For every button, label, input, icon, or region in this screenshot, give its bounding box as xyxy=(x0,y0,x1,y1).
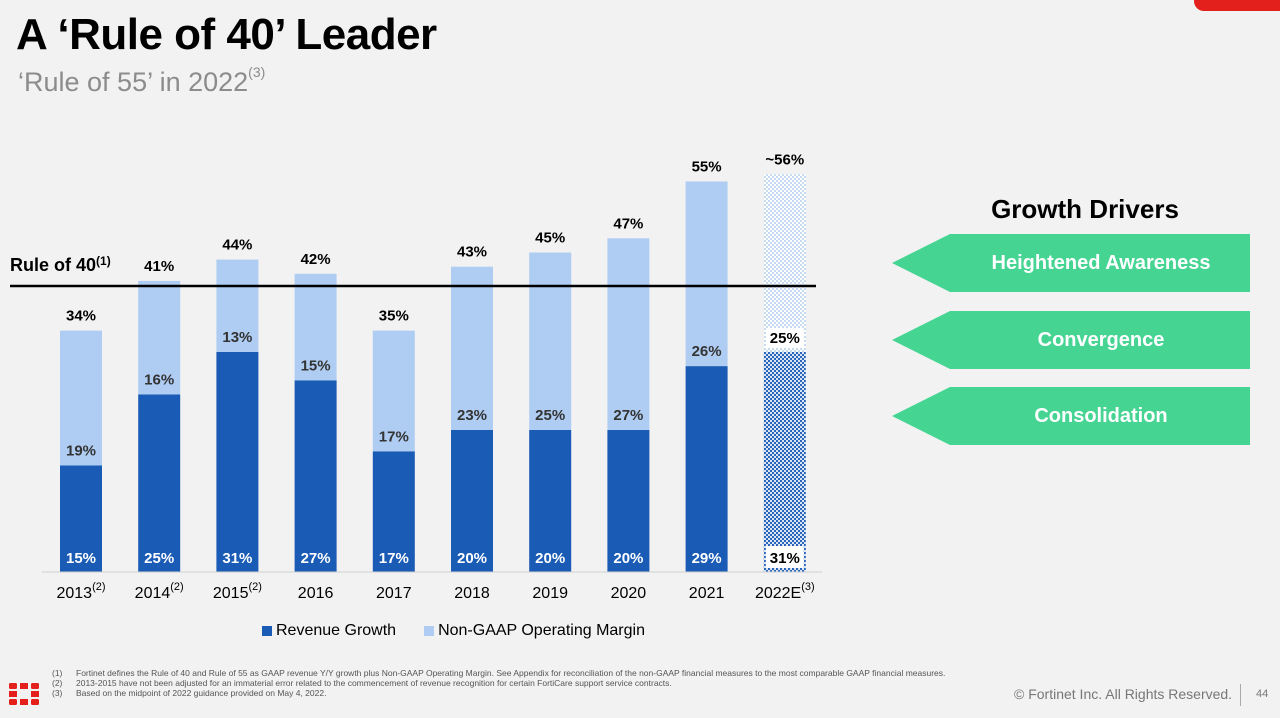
label-revenue-2015: 31% xyxy=(222,550,252,567)
label-revenue-2022E: 31% xyxy=(770,550,800,567)
label-total-2013: 34% xyxy=(66,308,96,325)
x-tick-2013: 2013(2) xyxy=(56,581,105,602)
label-revenue-2019: 20% xyxy=(535,550,565,567)
bar-margin-2018 xyxy=(451,266,493,430)
x-tick-2016: 2016 xyxy=(298,585,334,602)
label-revenue-2021: 29% xyxy=(692,550,722,567)
label-margin-2015: 13% xyxy=(222,329,252,346)
bar-revenue-2013 xyxy=(60,465,102,572)
label-revenue-2018: 20% xyxy=(457,550,487,567)
fortinet-logo-icon xyxy=(9,683,39,705)
x-tick-2021: 2021 xyxy=(689,585,725,602)
legend-label-margin: Non-GAAP Operating Margin xyxy=(438,622,645,639)
bar-revenue-2016 xyxy=(294,380,337,572)
bar-margin-2020 xyxy=(607,238,650,430)
label-margin-2014: 16% xyxy=(144,372,174,389)
label-revenue-2017: 17% xyxy=(379,550,409,567)
label-box-margin-2022E xyxy=(765,327,804,348)
label-total-2014: 41% xyxy=(144,258,174,275)
label-revenue-2014: 25% xyxy=(144,550,174,567)
brand-accent-tab xyxy=(1194,0,1280,11)
driver-label: Heightened Awareness xyxy=(991,251,1211,274)
bar-revenue-2018 xyxy=(451,430,493,572)
chart-legend: Revenue Growth Non-GAAP Operating Margin xyxy=(262,622,645,640)
label-margin-2021: 26% xyxy=(692,343,722,360)
bar-revenue-2017 xyxy=(372,451,415,572)
rule-of-40-note: (1) xyxy=(96,254,111,268)
x-tick-2017: 2017 xyxy=(376,585,412,602)
label-box-revenue-2022E xyxy=(765,546,804,568)
x-tick-note-2014: (2) xyxy=(170,581,183,593)
x-tick-note-2022E: (3) xyxy=(801,581,814,593)
legend-swatch-revenue xyxy=(262,626,272,636)
page-title: A ‘Rule of 40’ Leader xyxy=(16,10,437,59)
label-total-2021: 55% xyxy=(692,159,722,176)
footnote: (1) Fortinet defines the Rule of 40 and R… xyxy=(52,668,946,678)
copyright: © Fortinet Inc. All Rights Reserved. xyxy=(1014,686,1233,702)
bar-revenue-2015 xyxy=(216,351,259,572)
label-margin-2019: 25% xyxy=(535,407,565,424)
label-total-2022E: ~56% xyxy=(765,151,804,168)
legend-item-margin: Non-GAAP Operating Margin xyxy=(424,622,645,640)
label-group: 15% 19% 34% 2013(2) 25% 16% 41% 2014(2) 31% 13% 44… xyxy=(56,151,814,602)
label-total-2017: 35% xyxy=(379,308,409,325)
x-tick-2022E: 2022E(3) xyxy=(755,581,815,602)
bar-margin-2022E xyxy=(763,174,806,352)
footnote: (2) 2013-2015 have not been adjusted for … xyxy=(52,678,672,688)
bar-margin-2014 xyxy=(138,280,181,395)
footnote: (3) Based on the midpoint of 2022 guidanc… xyxy=(52,688,327,698)
label-total-2015: 44% xyxy=(222,237,252,254)
legend-swatch-margin xyxy=(424,626,435,636)
legend-item-revenue: Revenue Growth xyxy=(262,622,396,640)
x-tick-note-2013: (2) xyxy=(92,581,105,593)
x-tick-2020: 2020 xyxy=(611,585,647,602)
x-tick-2015: 2015(2) xyxy=(213,581,262,602)
label-margin-2017: 17% xyxy=(379,428,409,445)
driver-consolidation: Consolidation xyxy=(892,387,1250,445)
bar-revenue-2020 xyxy=(607,430,650,572)
label-revenue-2020: 20% xyxy=(613,550,643,567)
driver-convergence: Convergence xyxy=(892,311,1250,369)
bar-revenue-2021 xyxy=(685,366,728,572)
bar-margin-2013 xyxy=(60,330,102,466)
bar-margin-2016 xyxy=(294,273,337,381)
x-tick-2014: 2014(2) xyxy=(135,581,184,602)
growth-drivers-title: Growth Drivers xyxy=(991,194,1179,224)
bar-margin-2019 xyxy=(529,252,572,430)
footer-divider xyxy=(1240,684,1241,706)
label-total-2019: 45% xyxy=(535,230,565,247)
label-total-2018: 43% xyxy=(457,244,487,261)
bar-margin-2021 xyxy=(685,181,728,367)
label-revenue-2016: 27% xyxy=(301,550,331,567)
label-margin-2022E: 25% xyxy=(770,330,800,347)
legend-label-revenue: Revenue Growth xyxy=(276,622,397,639)
label-margin-2013: 19% xyxy=(66,443,96,460)
rule-of-40-chart: Rule of 40(1) 15% 19% 34% 2013(2) 25% 16% 41% 2… xyxy=(10,151,822,602)
page-subtitle: ‘Rule of 55’ in 2022(3) xyxy=(18,64,265,98)
label-revenue-2013: 15% xyxy=(66,550,96,567)
bar-revenue-2022E xyxy=(763,351,806,572)
label-margin-2018: 23% xyxy=(457,407,487,424)
bar-revenue-2019 xyxy=(529,430,572,572)
driver-heightened-awareness: Heightened Awareness xyxy=(892,234,1250,292)
driver-label: Consolidation xyxy=(1034,404,1168,427)
footnotes: (1) Fortinet defines the Rule of 40 and R… xyxy=(52,668,945,698)
driver-label: Convergence xyxy=(1037,328,1165,351)
x-tick-note-2015: (2) xyxy=(248,581,261,593)
bar-margin-2015 xyxy=(216,259,259,352)
label-margin-2016: 15% xyxy=(301,357,331,374)
bar-margin-2017 xyxy=(372,330,415,452)
rule-of-40-label: Rule of 40(1) xyxy=(10,254,111,275)
page-number: 44 xyxy=(1256,688,1269,700)
bar-revenue-2014 xyxy=(138,394,181,572)
label-total-2016: 42% xyxy=(301,251,331,268)
x-tick-2019: 2019 xyxy=(532,585,568,602)
x-tick-2018: 2018 xyxy=(454,585,490,602)
subtitle-footnote-ref: (3) xyxy=(248,64,266,80)
subtitle-text: ‘Rule of 55’ in 2022 xyxy=(18,67,249,97)
bar-group xyxy=(60,174,806,572)
label-margin-2020: 27% xyxy=(613,407,643,424)
label-total-2020: 47% xyxy=(613,215,643,232)
